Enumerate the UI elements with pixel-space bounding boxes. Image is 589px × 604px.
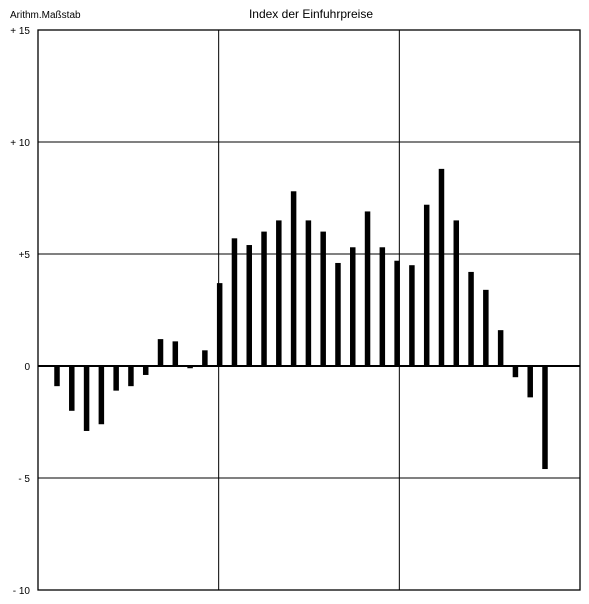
- bar: [172, 341, 179, 366]
- bars: [54, 168, 548, 470]
- y-axis-ticks: + 15 + 10 +5 0 - 5 - 10: [10, 26, 30, 597]
- y-tick-label: +5: [19, 250, 31, 261]
- y-tick-label: + 15: [10, 26, 30, 37]
- bar: [483, 289, 489, 366]
- bar: [409, 265, 415, 366]
- bar: [335, 262, 341, 366]
- bar: [246, 245, 252, 366]
- chart-title: Index der Einfuhrpreise: [249, 7, 373, 21]
- bar: [527, 366, 533, 398]
- bar: [231, 238, 238, 366]
- bar: [216, 283, 223, 366]
- bar: [83, 366, 90, 431]
- bar: [364, 211, 371, 366]
- bar: [497, 330, 504, 366]
- bar: [468, 271, 474, 366]
- bar: [142, 366, 149, 375]
- bar: [438, 168, 445, 366]
- bar: [350, 247, 356, 366]
- bar: [394, 260, 400, 366]
- bar: [54, 366, 60, 387]
- scale-label: Arithm.Maßstab: [10, 10, 81, 21]
- bar: [128, 366, 134, 387]
- bar: [379, 247, 386, 366]
- bar: [320, 231, 326, 366]
- bar: [187, 366, 193, 369]
- bar: [202, 350, 208, 366]
- y-tick-label: 0: [24, 362, 30, 373]
- bar: [276, 220, 282, 366]
- bar: [453, 220, 460, 366]
- y-tick-label: - 5: [18, 474, 30, 485]
- bar: [69, 366, 75, 411]
- bar: [113, 366, 119, 391]
- bar: [98, 366, 105, 425]
- bar: [290, 191, 297, 366]
- bar: [261, 231, 267, 366]
- bar: [512, 366, 519, 378]
- bar: [157, 339, 164, 366]
- bar: [542, 366, 548, 470]
- bar: [305, 220, 312, 366]
- bar: [423, 204, 430, 366]
- y-tick-label: + 10: [10, 138, 30, 149]
- y-tick-label: - 10: [13, 586, 31, 597]
